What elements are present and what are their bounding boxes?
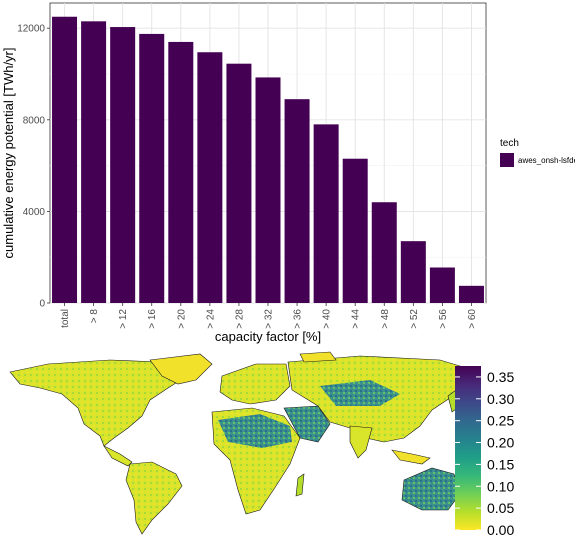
bar <box>52 16 78 304</box>
world-map-figure: 0.00 0.05 0.10 0.15 0.20 0.25 0.30 0.35 <box>9 351 514 538</box>
x-tick-label: > 20 <box>176 309 187 329</box>
colorbar-tick-label: 0.00 <box>487 522 514 538</box>
x-tick-label: > 28 <box>234 309 245 329</box>
legend-key <box>500 153 514 167</box>
bar <box>458 285 484 303</box>
colorbar-tick-label: 0.35 <box>487 369 514 385</box>
central-america <box>103 445 133 467</box>
x-tick-label: > 16 <box>147 309 158 329</box>
bar <box>284 99 310 304</box>
arctic-islands <box>299 351 337 363</box>
bar <box>139 33 165 304</box>
x-tick-label: > 8 <box>89 309 100 324</box>
bar <box>197 52 223 304</box>
y-axis-title: cumulative energy potential [TWh/yr] <box>1 48 16 259</box>
colorbar-ticks: 0.00 0.05 0.10 0.15 0.20 0.25 0.30 0.35 <box>455 369 514 538</box>
colorbar-tick-label: 0.10 <box>487 478 514 494</box>
bar <box>168 41 194 303</box>
x-tick-label: > 60 <box>467 309 478 329</box>
bar <box>81 21 107 303</box>
europe <box>219 363 291 405</box>
central-asia-region <box>320 380 400 406</box>
x-tick-label: > 12 <box>118 309 129 329</box>
colorbar-tick-label: 0.30 <box>487 391 514 407</box>
sahara-region <box>218 414 292 448</box>
x-tick-labels: total > 8 > 12 > 16 > 20 > 24 > 28 > 32 > 36 > 40… <box>60 303 478 329</box>
bar <box>226 63 252 303</box>
legend-title: tech <box>500 138 519 149</box>
x-tick-label: > 32 <box>264 309 275 329</box>
y-tick-label: 12000 <box>17 24 45 35</box>
australia <box>401 467 461 511</box>
x-tick-label: > 40 <box>322 309 333 329</box>
world-map <box>9 351 481 535</box>
bar <box>313 124 339 303</box>
bar <box>110 27 136 303</box>
x-tick-label: > 36 <box>293 309 304 329</box>
colorbar <box>455 366 481 530</box>
legend-label: awes_onsh-lsfdef <box>518 156 575 165</box>
middle-east <box>283 405 331 443</box>
y-tick-label: 0 <box>39 299 45 310</box>
bar-chart: 0 4000 8000 12000 total > 8 > 12 > 16 > 20 > 24 >… <box>1 2 575 344</box>
bar <box>371 202 397 303</box>
x-tick-label: > 52 <box>409 309 420 329</box>
bar <box>429 267 455 303</box>
bar <box>400 241 426 303</box>
bar <box>255 77 281 303</box>
x-tick-label: > 56 <box>438 309 449 329</box>
x-tick-label: > 24 <box>205 309 216 329</box>
colorbar-tick-label: 0.25 <box>487 413 514 429</box>
x-tick-label: total <box>60 309 71 328</box>
y-tick-label: 4000 <box>23 207 46 218</box>
colorbar-tick-label: 0.15 <box>487 456 514 472</box>
india <box>349 425 373 459</box>
x-tick-label: > 48 <box>380 309 391 329</box>
greenland <box>149 353 213 385</box>
x-axis-title: capacity factor [%] <box>215 329 321 344</box>
southeast-asia <box>391 449 431 465</box>
y-tick-label: 8000 <box>23 115 46 126</box>
south-america <box>125 461 183 535</box>
colorbar-tick-label: 0.20 <box>487 435 514 451</box>
x-tick-label: > 44 <box>351 309 362 329</box>
y-tick-labels: 0 4000 8000 12000 <box>17 24 50 310</box>
bars <box>52 16 484 304</box>
bar <box>342 158 368 303</box>
madagascar <box>295 473 305 497</box>
colorbar-tick-label: 0.05 <box>487 500 514 516</box>
